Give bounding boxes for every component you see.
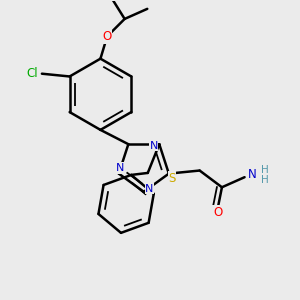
Text: Cl: Cl <box>27 67 38 80</box>
Text: O: O <box>213 206 222 219</box>
Text: N: N <box>116 163 124 173</box>
Text: S: S <box>168 172 175 185</box>
Text: H: H <box>261 175 268 185</box>
Text: N: N <box>145 184 154 194</box>
Text: H: H <box>261 165 268 176</box>
Text: N: N <box>248 168 257 181</box>
Text: O: O <box>103 30 112 43</box>
Text: N: N <box>149 141 158 151</box>
